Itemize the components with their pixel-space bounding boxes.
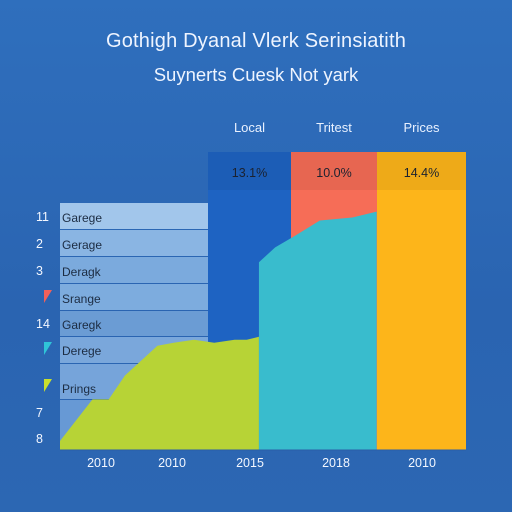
x-tick-label: 2010 (408, 456, 436, 470)
row-number: 14 (36, 317, 50, 331)
chart-subtitle: Suynerts Cuesk Not yark (153, 64, 359, 85)
row-label: Garege (62, 211, 103, 225)
area-series-1 (60, 336, 259, 450)
row-label: Derege (62, 344, 102, 358)
bar-header-band (208, 152, 291, 190)
bar-header-band (291, 152, 377, 190)
row-marker-icon (44, 342, 52, 355)
row-label: Srange (62, 292, 101, 306)
row-band (60, 257, 208, 283)
row-number: 11 (36, 210, 49, 224)
x-tick-label: 2015 (236, 456, 264, 470)
row-band (60, 284, 208, 310)
x-tick-label: 2010 (87, 456, 115, 470)
row-label: Prings (62, 382, 97, 396)
row-band (60, 203, 208, 229)
row-marker-icon (44, 379, 52, 392)
row-band (60, 230, 208, 256)
column-header-prices: Prices (403, 120, 440, 135)
bar-prices (377, 152, 466, 450)
row-label: Deragk (62, 265, 101, 279)
row-number: 3 (36, 264, 43, 278)
row-label: Gerage (62, 238, 103, 252)
row-band (60, 311, 208, 336)
bar-value-label: 10.0% (316, 166, 351, 180)
row-number: 7 (36, 406, 43, 420)
bar-header-band (377, 152, 466, 190)
x-tick-label: 2018 (322, 456, 350, 470)
x-tick-label: 2010 (158, 456, 186, 470)
chart-title: Gothigh Dyanal Vlerk Serinsiatith (105, 30, 407, 52)
row-number: 2 (36, 237, 43, 251)
area-series-2 (258, 211, 377, 450)
row-number: 8 (36, 432, 43, 446)
column-header-local: Local (233, 120, 266, 135)
column-header-tritest: Tritest (316, 120, 352, 135)
row-label: Garegk (62, 318, 102, 332)
row-marker-icon (44, 290, 52, 303)
bar-value-label: 13.1% (232, 166, 267, 180)
bar-value-label: 14.4% (404, 166, 439, 180)
